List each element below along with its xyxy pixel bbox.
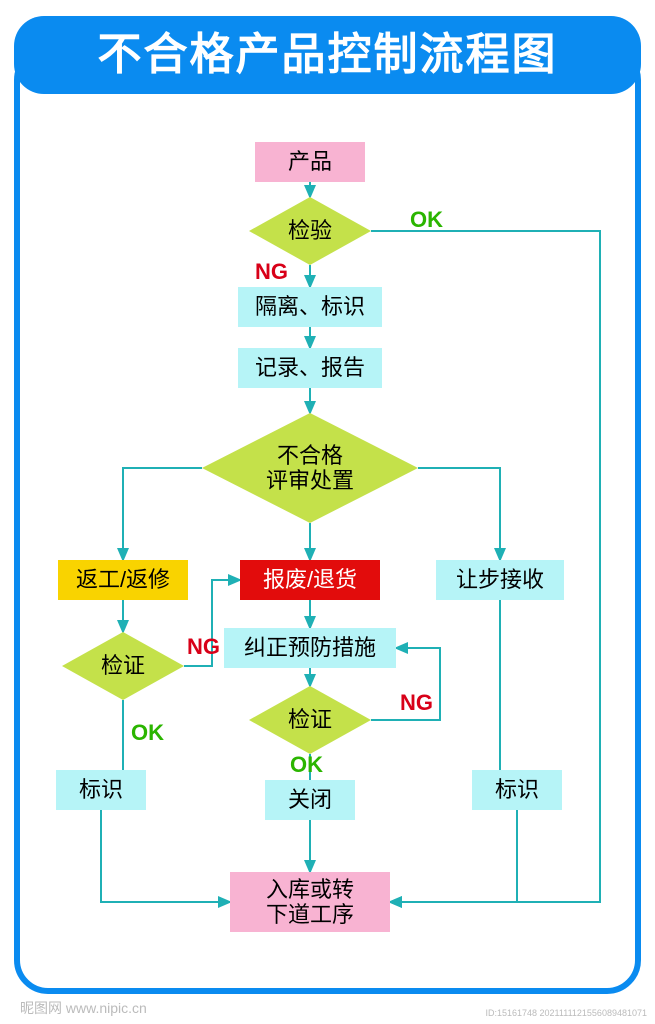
- title-bar: 不合格产品控制流程图: [14, 16, 641, 94]
- node-record: 记录、报告: [238, 348, 382, 388]
- node-corrective-label: 纠正预防措施: [244, 635, 376, 660]
- node-record-label: 记录、报告: [255, 355, 365, 380]
- node-mark1: 标识: [56, 770, 146, 810]
- title-text: 不合格产品控制流程图: [98, 30, 558, 79]
- node-concede: 让步接收: [436, 560, 564, 600]
- node-corrective: 纠正预防措施: [224, 628, 396, 668]
- node-warehouse-label: 入库或转下道工序: [266, 877, 354, 928]
- label-l-insp-ok: OK: [410, 207, 443, 233]
- node-review-label: 不合格评审处置: [266, 443, 354, 494]
- watermark-id: ID:15161748 2021111121556089481071: [486, 1008, 648, 1018]
- node-concede-label: 让步接收: [456, 567, 544, 592]
- node-scrap: 报废/退货: [240, 560, 380, 600]
- node-mark1-label: 标识: [79, 777, 123, 802]
- node-rework-label: 返工/返修: [76, 567, 170, 592]
- node-inspect: 检验: [249, 197, 371, 265]
- node-warehouse: 入库或转下道工序: [230, 872, 390, 932]
- watermark-brand-text: 昵图网 www.nipic.cn: [20, 1000, 147, 1016]
- node-inspect-label: 检验: [288, 218, 332, 243]
- node-scrap-label: 报废/退货: [263, 567, 357, 592]
- label-l-v1-ok: OK: [131, 720, 164, 746]
- node-isolate-label: 隔离、标识: [255, 294, 365, 319]
- label-l-v2-ng: NG: [400, 690, 433, 716]
- node-product: 产品: [255, 142, 365, 182]
- node-verify2: 检证: [249, 686, 371, 754]
- node-verify1: 检证: [62, 632, 184, 700]
- node-close: 关闭: [265, 780, 355, 820]
- label-l-v1-ng: NG: [187, 634, 220, 660]
- node-rework: 返工/返修: [58, 560, 188, 600]
- node-isolate: 隔离、标识: [238, 287, 382, 327]
- node-review: 不合格评审处置: [202, 413, 418, 523]
- node-close-label: 关闭: [288, 787, 332, 812]
- node-product-label: 产品: [288, 149, 332, 174]
- node-mark2-label: 标识: [495, 777, 539, 802]
- node-mark2: 标识: [472, 770, 562, 810]
- watermark-id-text: ID:15161748 2021111121556089481071: [486, 1008, 648, 1018]
- label-l-v2-ok: OK: [290, 752, 323, 778]
- label-l-insp-ng: NG: [255, 259, 288, 285]
- node-verify2-label: 检证: [288, 707, 332, 732]
- watermark-brand: 昵图网 www.nipic.cn: [20, 998, 147, 1018]
- node-verify1-label: 检证: [101, 653, 145, 678]
